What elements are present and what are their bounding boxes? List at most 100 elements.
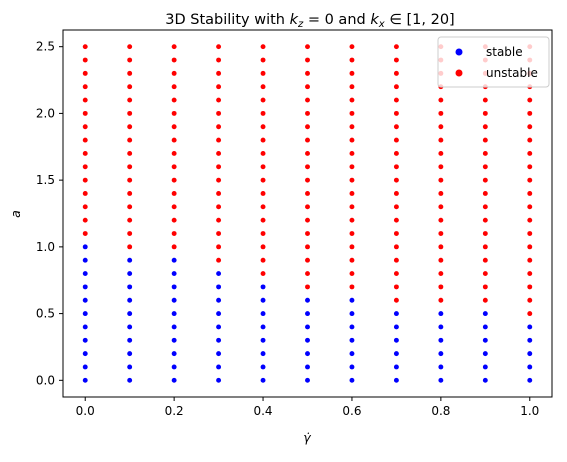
stable-point [393, 337, 399, 343]
x-axis-label: γ̇ [303, 430, 311, 445]
unstable-point [349, 271, 355, 276]
unstable-point [393, 284, 399, 290]
stable-point [216, 337, 222, 343]
legend: stable unstable [437, 36, 550, 88]
stable-point [393, 351, 399, 357]
stable-point [127, 364, 133, 370]
stable-point [260, 311, 266, 317]
unstable-point [305, 204, 310, 210]
unstable-point [527, 271, 533, 276]
stable-point [438, 311, 444, 317]
unstable-point [393, 57, 399, 63]
unstable-point [216, 70, 222, 76]
stable-point [82, 271, 88, 276]
unstable-point [216, 191, 222, 196]
unstable-point [438, 204, 444, 210]
stable-point [171, 337, 177, 343]
unstable-point [438, 177, 444, 183]
unstable-point [171, 97, 177, 103]
plot-frame [62, 29, 553, 398]
stable-point [349, 364, 355, 370]
stable-point [82, 284, 88, 290]
unstable-point [171, 164, 177, 170]
stable-point [216, 324, 222, 330]
unstable-point [393, 191, 399, 196]
unstable-point [527, 244, 533, 250]
unstable-point [216, 151, 222, 156]
unstable-point [127, 57, 133, 63]
unstable-point [393, 177, 399, 183]
unstable-point [171, 177, 177, 183]
unstable-point [482, 257, 488, 263]
stable-point [82, 244, 88, 250]
unstable-point [393, 70, 399, 76]
stable-point [527, 351, 533, 357]
stable-point [171, 271, 177, 276]
unstable-point [527, 191, 533, 196]
unstable-point [482, 151, 488, 156]
unstable-point [82, 137, 88, 143]
unstable-point [82, 164, 88, 170]
unstable-point [349, 151, 355, 156]
unstable-point [393, 217, 399, 223]
unstable-point [82, 151, 88, 156]
unstable-point [527, 97, 533, 103]
unstable-point [260, 177, 266, 183]
unstable-point [305, 177, 310, 183]
unstable-point [482, 297, 488, 303]
unstable-point [82, 70, 88, 76]
stable-point [527, 377, 533, 383]
unstable-point [171, 191, 177, 196]
stable-point [305, 337, 310, 343]
stable-point [171, 311, 177, 317]
unstable-point [527, 297, 533, 303]
unstable-point [349, 97, 355, 103]
unstable-point [127, 124, 133, 130]
unstable-point [482, 97, 488, 103]
y-tick-label: 2.0 [36, 106, 55, 120]
stable-point [349, 351, 355, 357]
stable-point [305, 324, 310, 330]
stable-point [82, 351, 88, 357]
stable-point [527, 364, 533, 370]
stable-point [438, 351, 444, 357]
stable-point [127, 271, 133, 276]
stable-point [171, 324, 177, 330]
stable-point [438, 377, 444, 383]
stable-point [82, 257, 88, 263]
stable-point [260, 377, 266, 383]
unstable-point [171, 44, 177, 50]
unstable-point [438, 271, 444, 276]
unstable-point [527, 231, 533, 236]
unstable-point [482, 271, 488, 276]
unstable-point [171, 244, 177, 250]
unstable-point [260, 137, 266, 143]
unstable-point [527, 204, 533, 210]
stable-point [260, 297, 266, 303]
unstable-point [438, 284, 444, 290]
stable-point [349, 311, 355, 317]
unstable-point [393, 164, 399, 170]
unstable-point [216, 244, 222, 250]
unstable-point [349, 284, 355, 290]
unstable-point [305, 70, 310, 76]
unstable-point [127, 110, 133, 116]
unstable-point [305, 284, 310, 290]
unstable-point [82, 124, 88, 130]
unstable-point [260, 151, 266, 156]
unstable-point [260, 204, 266, 210]
stable-point [438, 364, 444, 370]
unstable-point [349, 124, 355, 130]
y-tick-label: 1.5 [36, 173, 55, 187]
unstable-point [82, 97, 88, 103]
unstable-point [482, 231, 488, 236]
unstable-point [127, 164, 133, 170]
unstable-point [260, 97, 266, 103]
stable-point [349, 337, 355, 343]
stable-point [216, 284, 222, 290]
unstable-point [305, 244, 310, 250]
unstable-point [260, 271, 266, 276]
stable-point [260, 324, 266, 330]
unstable-point [305, 84, 310, 90]
